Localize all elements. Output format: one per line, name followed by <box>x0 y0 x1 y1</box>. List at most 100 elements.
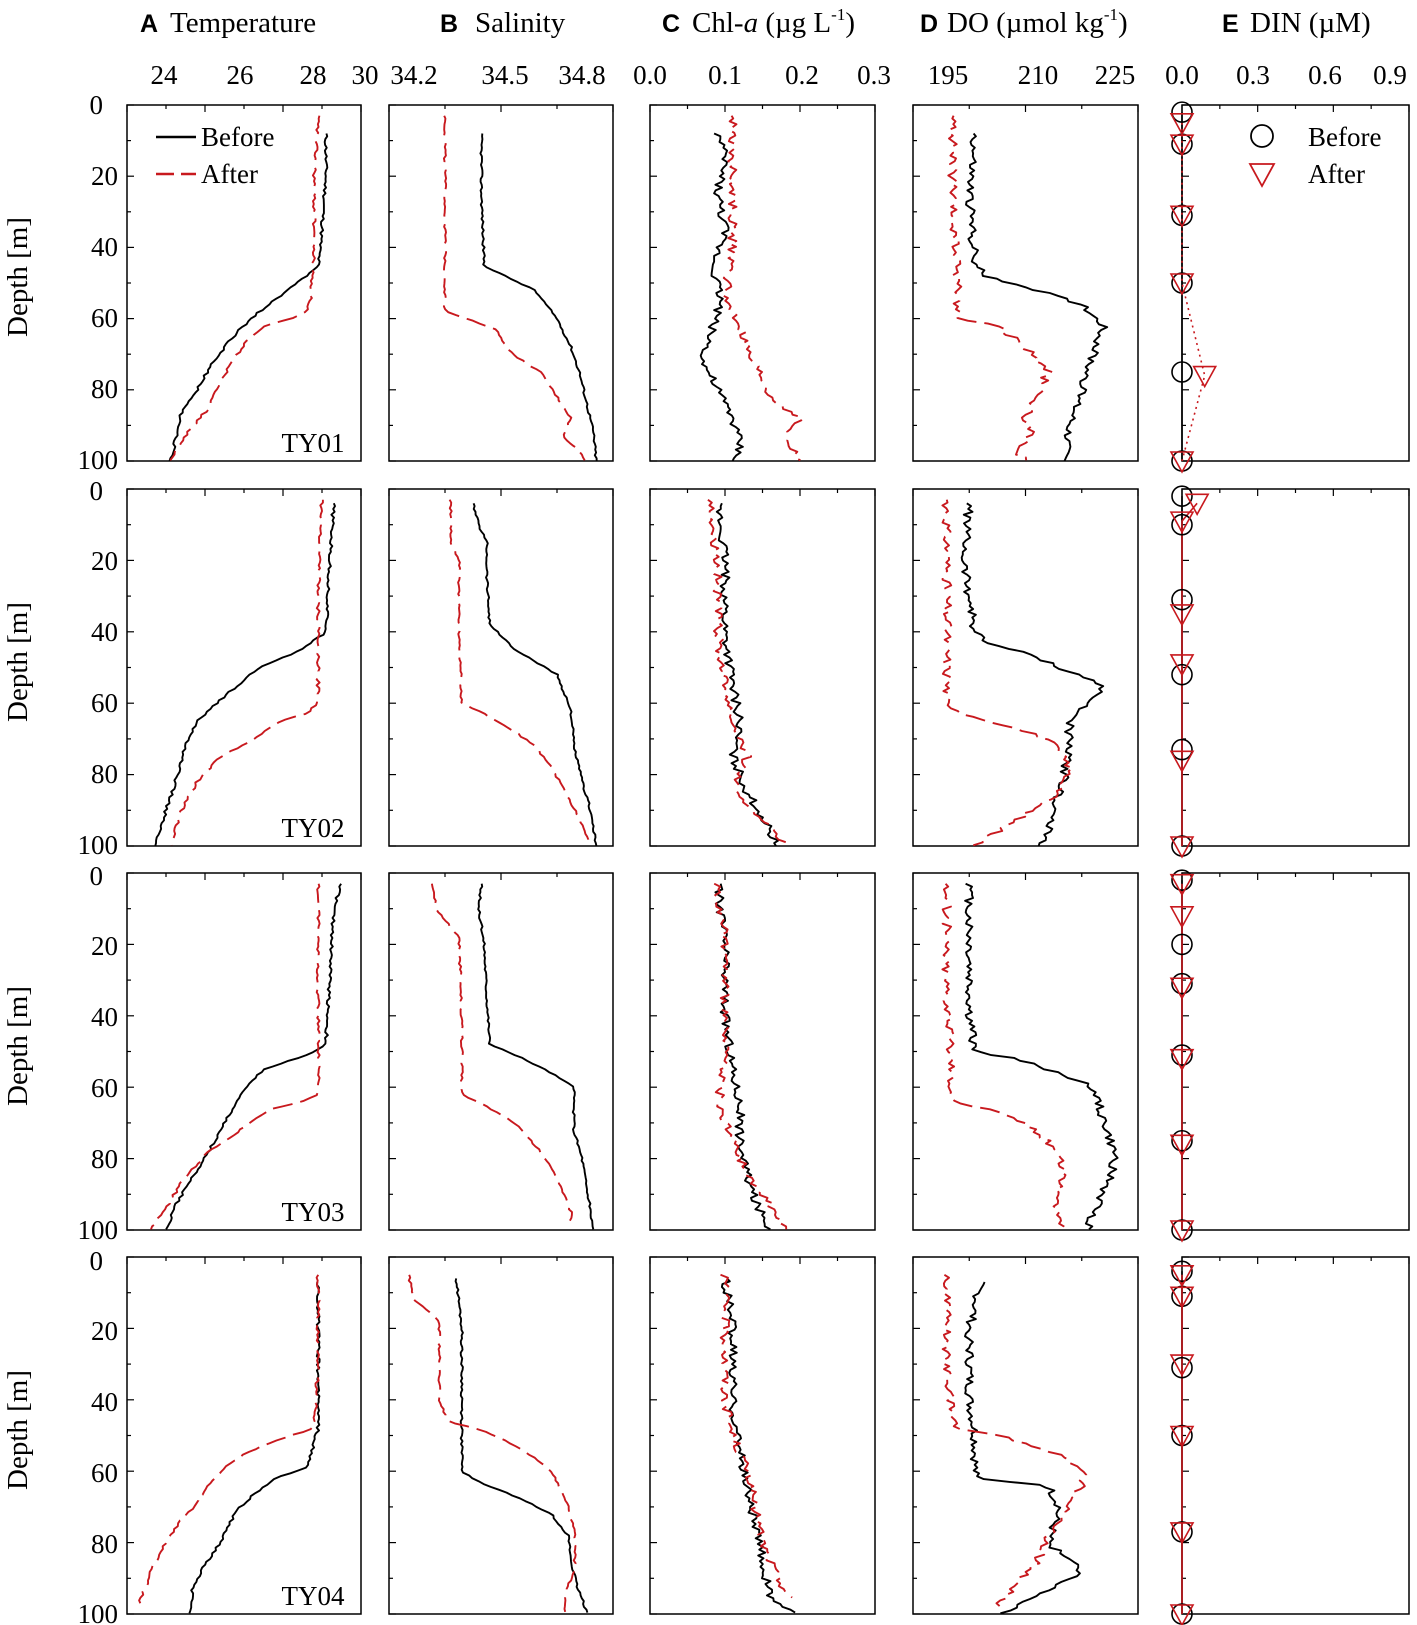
x-tick-label-c-0-2: 0.2 <box>785 60 819 90</box>
panel-frame-e3 <box>1181 872 1410 1231</box>
panel-frame-d3 <box>912 872 1139 1231</box>
x-tick-label-e-0-3: 0.3 <box>1236 60 1270 90</box>
panel-letter-d: D <box>920 10 938 38</box>
column-header-b: B Salinity <box>440 7 566 39</box>
station-label-ty03: TY03 <box>282 1197 345 1227</box>
ty02-din-after-point-5 <box>1169 836 1195 859</box>
y-tick-label-r1-20: 20 <box>91 161 118 191</box>
panel-frame-c3 <box>649 872 876 1231</box>
station-label-ty01: TY01 <box>282 428 345 458</box>
column-label-temperature: Temperature <box>170 7 316 39</box>
station-label-ty04: TY04 <box>282 1581 345 1611</box>
y-tick-label-r3-40: 40 <box>91 1002 118 1032</box>
ty02-salinity-before-line <box>472 502 598 847</box>
ty01-din-after-point-2 <box>1169 205 1195 229</box>
ty04-do-after-line <box>941 1273 1088 1607</box>
ty02-do-before-line <box>960 502 1105 847</box>
ty04-din-after-point-4 <box>1169 1522 1195 1545</box>
ty03-chl-a-before-line <box>714 883 771 1231</box>
ty01-chl-a-before-line <box>699 132 744 462</box>
ty04-din-after-point-2 <box>1169 1354 1195 1377</box>
ty04-din-after-point-5 <box>1169 1604 1195 1625</box>
y-tick-label-r1-0: 0 <box>90 90 104 120</box>
ty02-din-after-point-2 <box>1169 604 1195 627</box>
ty01-din-after-point-3 <box>1169 273 1195 296</box>
ty03-din-after-point-4 <box>1169 1134 1195 1157</box>
ty02-din-before-point-1 <box>1171 513 1193 536</box>
panel-frame-a2 <box>126 488 362 847</box>
ty03-din-after-point-5 <box>1169 1220 1195 1243</box>
y-tick-labels-row-4: 0 20 40 60 80 100 <box>78 1246 119 1625</box>
x-tick-label-e-0-6: 0.6 <box>1308 60 1342 90</box>
column-label-din: DIN (µM) <box>1250 7 1371 39</box>
x-tick-label-a-30: 30 <box>352 60 379 90</box>
y-tick-label-r3-20: 20 <box>91 931 118 961</box>
ty03-din-before-point-2 <box>1171 972 1193 995</box>
ty03-din-after-point-0 <box>1169 873 1195 897</box>
ty03-din-before-point-1 <box>1171 933 1193 956</box>
ty04-salinity-before-line <box>454 1278 589 1613</box>
ty04-salinity-after-line <box>407 1274 578 1613</box>
ty03-do-before-line <box>964 882 1119 1231</box>
ty04-temperature-after-line <box>138 1274 321 1604</box>
y-tick-label-r1-100: 100 <box>78 445 119 475</box>
ty02-din-after-point-3 <box>1169 654 1195 677</box>
y-tick-label-r2-80: 80 <box>91 759 118 789</box>
ty01-do-before-line <box>965 132 1109 462</box>
x-tick-labels-e: 0.0 0.3 0.6 0.9 <box>1165 60 1407 90</box>
legend-after-label: After <box>201 159 258 189</box>
y-tick-label-r2-40: 40 <box>91 617 118 647</box>
panel-letter-c: C <box>662 10 680 38</box>
panel-letter-b: B <box>440 10 458 38</box>
ty01-temperature-before-line <box>168 133 329 462</box>
ty03-din-after-point-2 <box>1169 977 1195 1000</box>
ty02-din-after-point-0 <box>1184 493 1210 516</box>
ty02-salinity-after-line <box>448 499 591 846</box>
ty02-din-before-point-3 <box>1171 663 1193 686</box>
legend-symbol-before-label: Before <box>1308 122 1381 152</box>
y-tick-label-r1-60: 60 <box>91 303 118 333</box>
x-tick-label-d-225: 225 <box>1095 60 1136 90</box>
column-label-salinity: Salinity <box>475 7 566 39</box>
column-label-do: DO (µmol kg-1) <box>947 5 1128 39</box>
panel-frame-c1 <box>649 104 876 462</box>
y-axis-label-row-1: Depth [m] <box>2 217 34 337</box>
panel-letter-a: A <box>140 10 158 38</box>
x-tick-label-c-0-0: 0.0 <box>633 60 667 90</box>
ty03-salinity-before-line <box>477 883 595 1230</box>
ty01-din-after-point-4 <box>1192 365 1218 389</box>
ty02-chl-a-after-line <box>706 498 788 847</box>
y-tick-label-r4-80: 80 <box>91 1529 118 1559</box>
profile-lines <box>138 101 1218 1625</box>
panel-frame-d1 <box>912 104 1139 462</box>
x-tick-label-c-0-3: 0.3 <box>857 60 891 90</box>
y-tick-labels-row-2: 0 20 40 60 80 100 <box>78 476 119 860</box>
x-tick-label-a-28: 28 <box>300 60 327 90</box>
y-tick-label-r4-100: 100 <box>78 1599 119 1625</box>
ty03-chl-a-after-line <box>713 882 788 1230</box>
ty01-salinity-after-line <box>442 115 586 461</box>
y-axis-label-row-3: Depth [m] <box>2 986 34 1106</box>
y-tick-label-r4-60: 60 <box>91 1458 118 1488</box>
y-tick-label-r2-20: 20 <box>91 546 118 576</box>
ty01-temperature-after-line <box>169 115 321 461</box>
y-tick-label-r3-100: 100 <box>78 1215 119 1245</box>
ty04-chl-a-after-line <box>719 1273 793 1599</box>
ty01-do-after-line <box>947 115 1054 461</box>
y-tick-label-r3-80: 80 <box>91 1144 118 1174</box>
x-tick-labels-a: 24 26 28 30 <box>151 60 379 90</box>
ty03-din-before-point-3 <box>1171 1044 1193 1066</box>
ty03-din-after-point-1 <box>1169 906 1195 929</box>
ty01-chl-a-after-line <box>721 115 805 462</box>
x-tick-label-a-24: 24 <box>151 60 179 90</box>
ty04-din-before-point-0 <box>1171 1260 1193 1283</box>
x-tick-label-e-0-9: 0.9 <box>1373 60 1407 90</box>
panel-frame-e2 <box>1181 488 1410 847</box>
y-tick-label-r1-80: 80 <box>91 374 118 404</box>
ty04-chl-a-before-line <box>720 1277 796 1614</box>
x-tick-labels-d: 195 210 225 <box>928 60 1136 90</box>
ty03-din-before-point-0 <box>1171 869 1193 891</box>
ty02-din-before-point-0 <box>1171 485 1193 507</box>
ty02-temperature-before-line <box>154 502 336 847</box>
